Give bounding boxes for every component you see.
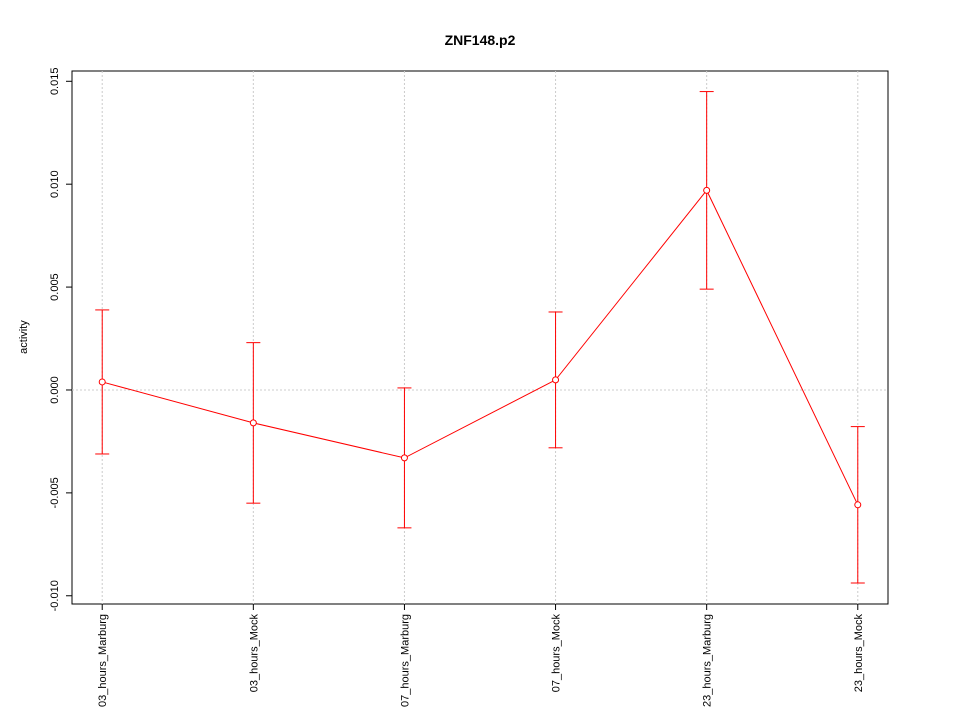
x-tick-label: 23_hours_Mock [853,614,865,693]
chart-title: ZNF148.p2 [445,32,516,48]
y-tick-label: -0.010 [49,580,61,611]
point [249,419,257,427]
point [98,378,106,386]
plot-frame [71,70,889,605]
x-tick-label: 03_hours_Mock [248,614,260,693]
x-tick-label: 03_hours_Marburg [97,614,109,707]
series-line [102,189,859,506]
x-tick-label: 07_hours_Mock [551,614,563,693]
y-tick-label: 0.015 [49,68,61,96]
point [552,376,560,384]
y-tick-label: 0.000 [49,376,61,404]
x-tick-label: 23_hours_Marburg [702,614,714,707]
y-tick-label: -0.005 [49,477,61,508]
y-tick-label: 0.005 [49,273,61,301]
y-axis-label: activity [18,320,30,354]
point [400,454,408,462]
point [703,186,711,194]
x-tick-label: 07_hours_Marburg [399,614,411,707]
point [854,501,862,509]
y-tick-label: 0.010 [49,170,61,198]
